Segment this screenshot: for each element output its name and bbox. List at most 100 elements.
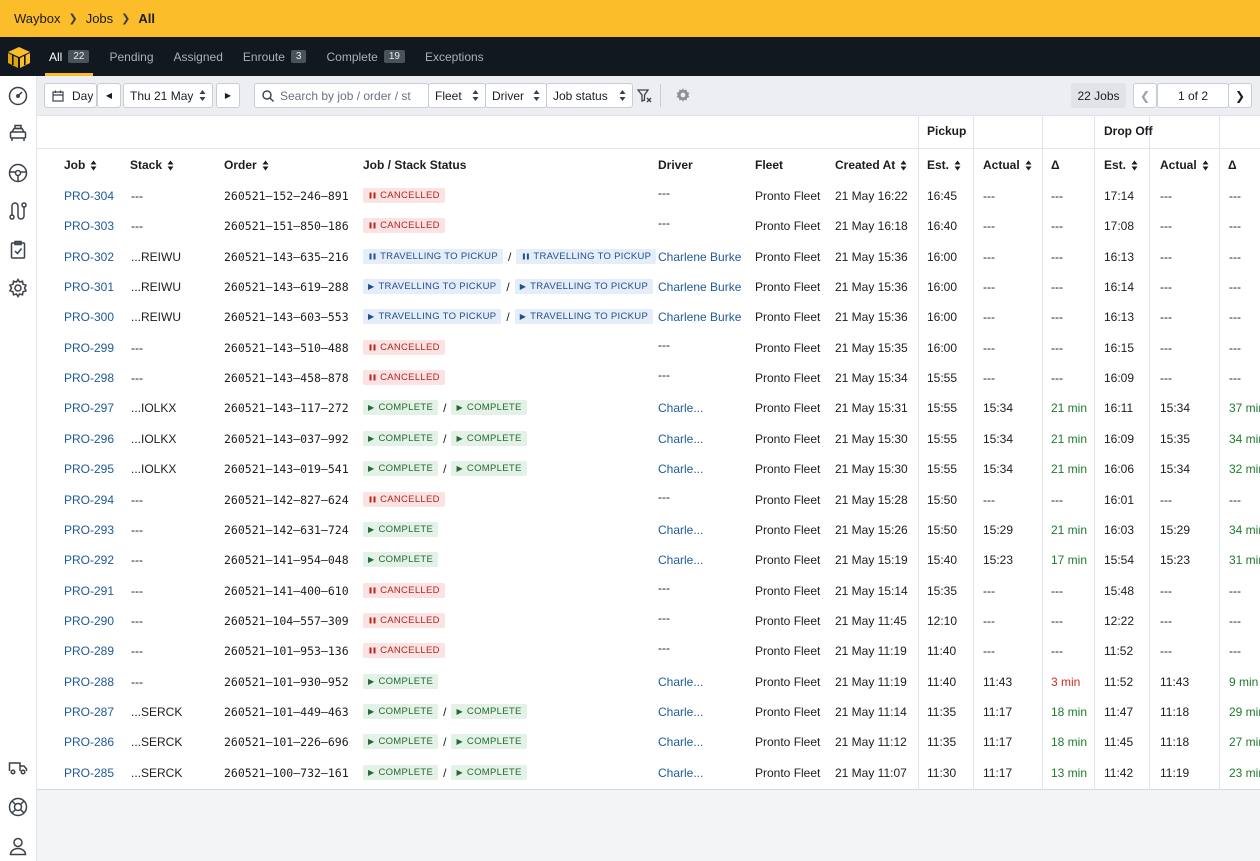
date-label: Thu 21 May: [130, 88, 194, 103]
next-day-button[interactable]: ▶: [216, 83, 240, 108]
tab-complete[interactable]: Complete 19: [318, 37, 412, 76]
tab-exceptions[interactable]: Exceptions: [417, 37, 492, 76]
table-row[interactable]: [37, 211, 1260, 241]
job-id-link[interactable]: PRO-286: [64, 735, 115, 749]
driver-name[interactable]: Charle...: [658, 705, 704, 719]
job-id-link[interactable]: PRO-292: [64, 553, 115, 567]
table-row[interactable]: [37, 333, 1260, 363]
order-number: 260521–143–019–541: [224, 462, 349, 476]
job-id-link[interactable]: PRO-287: [64, 705, 115, 719]
col-header-order[interactable]: Order: [224, 158, 269, 172]
tab-pending[interactable]: Pending: [101, 37, 161, 76]
job-id-link[interactable]: PRO-298: [64, 371, 115, 385]
breadcrumb-waybox[interactable]: Waybox: [14, 11, 61, 26]
job-id-link[interactable]: PRO-291: [64, 584, 115, 598]
tab-enroute[interactable]: Enroute 3: [235, 37, 315, 76]
table-row[interactable]: [37, 636, 1260, 666]
clipboard-check-icon[interactable]: [7, 239, 29, 261]
job-id-link[interactable]: PRO-300: [64, 310, 115, 324]
tab-all[interactable]: All 22: [41, 37, 97, 76]
job-id-link[interactable]: PRO-302: [64, 250, 115, 264]
job-id-link[interactable]: PRO-297: [64, 401, 115, 415]
col-header-dropoff-delta: Δ: [1228, 158, 1237, 172]
tab-assigned[interactable]: Assigned: [166, 37, 231, 76]
order-number: 260521–141–400–610: [224, 584, 349, 598]
help-lifebuoy-icon[interactable]: [7, 796, 29, 818]
job-id-link[interactable]: PRO-285: [64, 766, 115, 780]
table-row[interactable]: [37, 606, 1260, 636]
delivery-truck-icon[interactable]: [7, 756, 29, 778]
job-id-link[interactable]: PRO-295: [64, 462, 115, 476]
taxi-icon[interactable]: [7, 123, 29, 145]
col-header-stack[interactable]: Stack: [130, 158, 174, 172]
table-row[interactable]: [37, 363, 1260, 393]
fleet-name: Pronto Fleet: [755, 189, 821, 203]
job-id-link[interactable]: PRO-294: [64, 493, 115, 507]
status-badge: ❚❚ CANCELLED: [363, 492, 445, 507]
driver-name[interactable]: Charle...: [658, 553, 704, 567]
sort-icon: [1202, 160, 1209, 170]
col-header-dropoff-est[interactable]: Est.: [1104, 158, 1138, 172]
settings-gear-icon[interactable]: [7, 277, 29, 299]
play-icon: ▶: [368, 767, 375, 777]
job-status-filter-select[interactable]: Job status: [546, 83, 633, 108]
col-header-created-at[interactable]: Created At: [835, 158, 907, 172]
order-number: 260521–101–953–136: [224, 644, 349, 658]
dropoff-delta: 23 min: [1229, 766, 1260, 780]
user-profile-icon[interactable]: [7, 835, 29, 857]
driver-name[interactable]: Charle...: [658, 523, 704, 537]
table-row[interactable]: [37, 485, 1260, 515]
driver-name[interactable]: Charle...: [658, 401, 704, 415]
created-at: 21 May 15:14: [835, 584, 908, 598]
route-icon[interactable]: [7, 200, 29, 222]
job-id-link[interactable]: PRO-301: [64, 280, 115, 294]
date-select[interactable]: Thu 21 May: [123, 83, 213, 108]
driver-name[interactable]: Charle...: [658, 766, 704, 780]
next-page-button[interactable]: ❯: [1228, 83, 1252, 108]
clear-filters-icon[interactable]: [636, 88, 653, 104]
view-mode-button[interactable]: Day: [44, 83, 97, 108]
steering-wheel-icon[interactable]: [7, 162, 29, 184]
play-icon: ▶: [519, 311, 527, 321]
table-row[interactable]: [37, 576, 1260, 606]
driver-name[interactable]: Charlene Burke: [658, 280, 742, 294]
driver-filter-select[interactable]: Driver: [485, 83, 547, 108]
driver-name[interactable]: Charle...: [658, 432, 704, 446]
dropoff-actual: ---: [1160, 189, 1172, 203]
status-separator: /: [506, 279, 510, 294]
col-header-pickup-est[interactable]: Est.: [927, 158, 961, 172]
pickup-delta: 3 min: [1051, 675, 1081, 689]
job-id-link[interactable]: PRO-304: [64, 189, 115, 203]
job-id-link[interactable]: PRO-288: [64, 675, 115, 689]
search-input[interactable]: Search by job / order / st: [254, 83, 429, 108]
fleet-name: Pronto Fleet: [755, 341, 821, 355]
driver-name[interactable]: Charlene Burke: [658, 250, 742, 264]
breadcrumb-jobs[interactable]: Jobs: [85, 11, 114, 26]
status-badge-label: TRAVELLING TO PICKUP: [378, 310, 497, 322]
prev-day-button[interactable]: ◀: [97, 83, 121, 108]
job-id-link[interactable]: PRO-290: [64, 614, 115, 628]
table-row[interactable]: [37, 181, 1260, 211]
col-header-dropoff-actual[interactable]: Actual: [1160, 158, 1209, 172]
job-id-link[interactable]: PRO-299: [64, 341, 115, 355]
col-header-job[interactable]: Job: [64, 158, 97, 172]
dashboard-gauge-icon[interactable]: [7, 85, 29, 107]
driver-name[interactable]: Charle...: [658, 675, 704, 689]
job-id-link[interactable]: PRO-289: [64, 644, 115, 658]
col-header-pickup-actual[interactable]: Actual: [983, 158, 1032, 172]
pickup-est: 16:00: [927, 310, 958, 324]
job-id-link[interactable]: PRO-296: [64, 432, 115, 446]
prev-page-button[interactable]: ❮: [1133, 83, 1157, 108]
pickup-est: 15:40: [927, 553, 958, 567]
table-settings-gear-icon[interactable]: [675, 87, 691, 103]
job-id-link[interactable]: PRO-293: [64, 523, 115, 537]
job-stack-status: ▶ COMPLETE / ▶ COMPLETE: [363, 431, 527, 446]
driver-name[interactable]: Charle...: [658, 735, 704, 749]
job-id-link[interactable]: PRO-303: [64, 219, 115, 233]
driver-name[interactable]: Charle...: [658, 462, 704, 476]
driver-name[interactable]: Charlene Burke: [658, 310, 742, 324]
waybox-logo-icon[interactable]: [0, 37, 37, 76]
stack-id: ---: [131, 371, 143, 385]
status-badge: ❚❚ CANCELLED: [363, 583, 445, 598]
fleet-filter-select[interactable]: Fleet: [428, 83, 486, 108]
